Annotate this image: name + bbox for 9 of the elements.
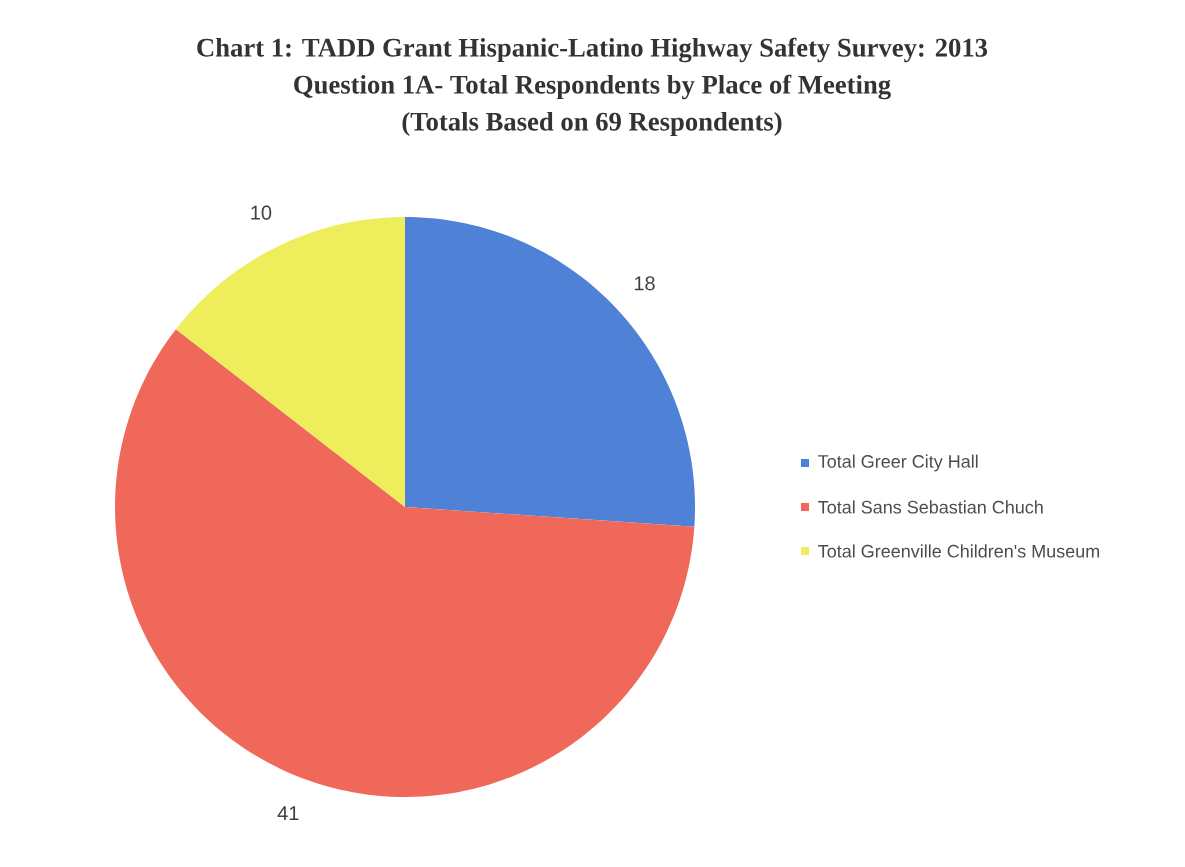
chart-subtitle: Question 1A- Total Respondents by Place of Meeting	[294, 74, 891, 100]
legend-label: Total Greer City Hall	[818, 454, 978, 472]
chart-title: Chart 1: TADD Grant Hispanic-Latino Highway Safety Survey: 2013	[197, 37, 988, 63]
legend-label: Total Sans Sebastian Chuch	[818, 500, 1043, 514]
data-label: 10	[251, 205, 272, 220]
text: (Totals Based on 69 Respondents)	[402, 111, 782, 137]
legend-label: Total Greenville Children's Museum	[818, 544, 1100, 558]
data-label: 41	[277, 806, 299, 821]
data-label: 18	[634, 276, 655, 291]
